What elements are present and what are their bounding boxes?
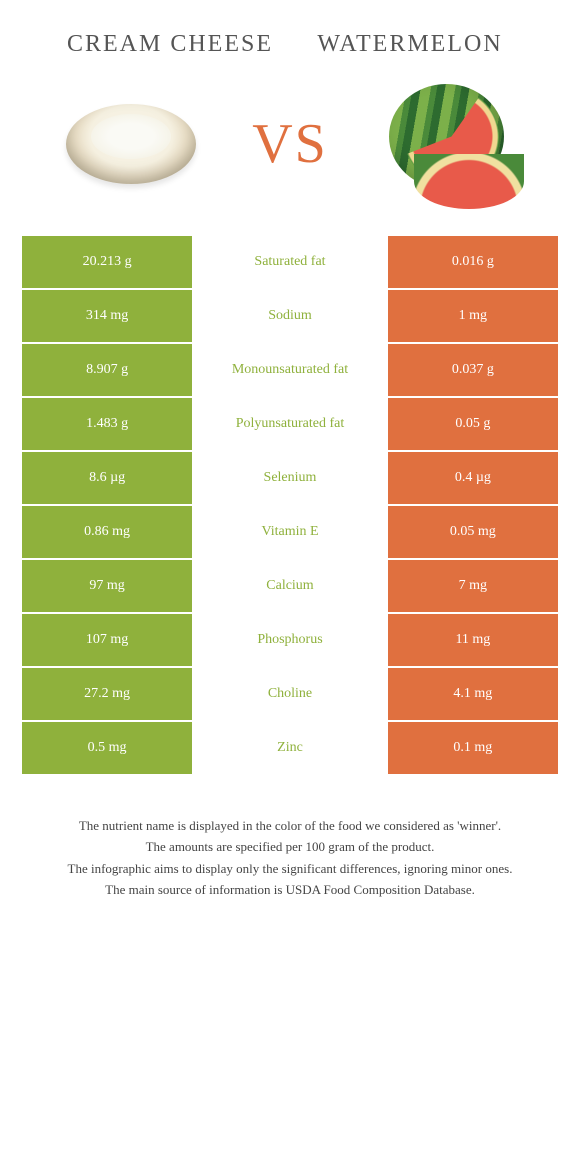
left-value-cell: 0.86 mg (22, 506, 192, 558)
table-row: 8.6 µgSelenium0.4 µg (22, 452, 558, 504)
footnote-line: The nutrient name is displayed in the co… (30, 816, 550, 836)
nutrient-name-cell: Vitamin E (194, 506, 386, 558)
header-left: CREAM CHEESE (50, 30, 290, 59)
table-row: 314 mgSodium1 mg (22, 290, 558, 342)
right-value-cell: 0.1 mg (388, 722, 558, 774)
footnote-line: The amounts are specified per 100 gram o… (30, 837, 550, 857)
vs-label: VS (252, 112, 328, 176)
right-value-cell: 0.037 g (388, 344, 558, 396)
left-value-cell: 97 mg (22, 560, 192, 612)
nutrient-name-cell: Sodium (194, 290, 386, 342)
right-value-cell: 0.05 mg (388, 506, 558, 558)
left-value-cell: 0.5 mg (22, 722, 192, 774)
footnotes: The nutrient name is displayed in the co… (0, 776, 580, 922)
nutrient-name-cell: Selenium (194, 452, 386, 504)
right-value-cell: 0.05 g (388, 398, 558, 450)
table-row: 20.213 gSaturated fat0.016 g (22, 236, 558, 288)
table-row: 107 mgPhosphorus11 mg (22, 614, 558, 666)
table-row: 27.2 mgCholine4.1 mg (22, 668, 558, 720)
right-value-cell: 0.4 µg (388, 452, 558, 504)
header: CREAM CHEESE WATERMELON (0, 0, 580, 69)
nutrient-name-cell: Zinc (194, 722, 386, 774)
bowl-icon (66, 104, 196, 184)
table-row: 0.5 mgZinc0.1 mg (22, 722, 558, 774)
nutrient-table: 20.213 gSaturated fat0.016 g314 mgSodium… (20, 234, 560, 776)
right-value-cell: 1 mg (388, 290, 558, 342)
right-value-cell: 11 mg (388, 614, 558, 666)
right-value-cell: 4.1 mg (388, 668, 558, 720)
left-value-cell: 27.2 mg (22, 668, 192, 720)
nutrient-name-cell: Phosphorus (194, 614, 386, 666)
header-right: WATERMELON (290, 30, 530, 59)
left-value-cell: 8.6 µg (22, 452, 192, 504)
watermelon-image (369, 79, 529, 209)
nutrient-name-cell: Monounsaturated fat (194, 344, 386, 396)
table-row: 8.907 gMonounsaturated fat0.037 g (22, 344, 558, 396)
watermelon-icon (369, 79, 529, 209)
table-row: 0.86 mgVitamin E0.05 mg (22, 506, 558, 558)
table-row: 97 mgCalcium7 mg (22, 560, 558, 612)
right-value-cell: 0.016 g (388, 236, 558, 288)
left-value-cell: 8.907 g (22, 344, 192, 396)
right-value-cell: 7 mg (388, 560, 558, 612)
nutrient-name-cell: Saturated fat (194, 236, 386, 288)
left-food-title: CREAM CHEESE (50, 30, 290, 59)
images-row: VS (0, 69, 580, 234)
left-value-cell: 107 mg (22, 614, 192, 666)
footnote-line: The main source of information is USDA F… (30, 880, 550, 900)
left-value-cell: 20.213 g (22, 236, 192, 288)
left-value-cell: 1.483 g (22, 398, 192, 450)
table-row: 1.483 gPolyunsaturated fat0.05 g (22, 398, 558, 450)
nutrient-name-cell: Choline (194, 668, 386, 720)
nutrient-name-cell: Calcium (194, 560, 386, 612)
cream-cheese-image (51, 79, 211, 209)
footnote-line: The infographic aims to display only the… (30, 859, 550, 879)
right-food-title: WATERMELON (290, 30, 530, 59)
nutrient-name-cell: Polyunsaturated fat (194, 398, 386, 450)
left-value-cell: 314 mg (22, 290, 192, 342)
